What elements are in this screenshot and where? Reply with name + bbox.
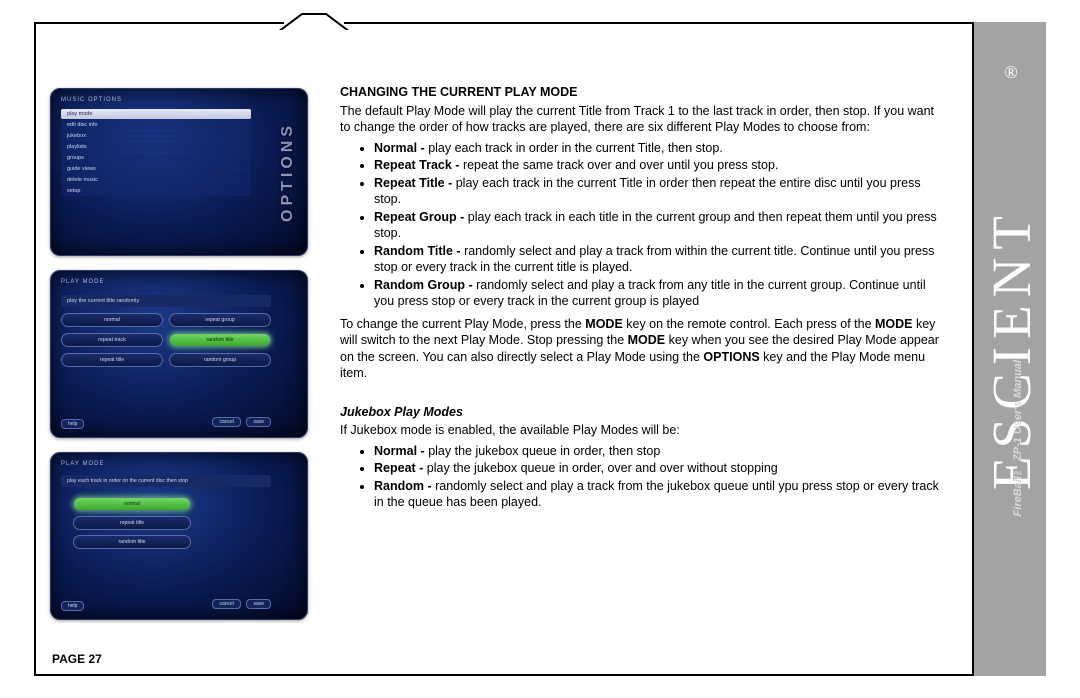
opt-btn: repeat title (61, 353, 163, 367)
menu-item: guide views (61, 164, 251, 174)
menu-item: jukebox (61, 131, 251, 141)
help-btn: help (61, 419, 84, 429)
tv-music-options: OPTIONS MUSIC OPTIONS play mode edit dis… (50, 88, 308, 256)
tv-desc: play each track in order on the current … (61, 475, 271, 487)
opt-btn: normal (61, 313, 163, 327)
list-item: Random - randomly select and play a trac… (374, 478, 940, 511)
opt-btn: repeat title (73, 516, 191, 530)
opt-btn-selected: random title (169, 333, 271, 347)
subsection-heading: Jukebox Play Modes (340, 404, 940, 421)
menu-item: playlists (61, 142, 251, 152)
section-heading: CHANGING THE CURRENT PLAY MODE (340, 84, 940, 101)
menu-item: edit disc info (61, 120, 251, 130)
tv-header: PLAY MODE (61, 461, 104, 467)
list-item: Normal - play each track in order in the… (374, 140, 940, 157)
menu-item: delete music (61, 175, 251, 185)
tv-menu: play mode edit disc info jukebox playlis… (61, 109, 251, 197)
tv-play-mode-grid: PLAY MODE play the current title randoml… (50, 270, 308, 438)
list-item: Repeat Track - repeat the same track ove… (374, 157, 940, 174)
section-intro: The default Play Mode will play the curr… (340, 103, 940, 136)
tv-opt-col: normal repeat title random title (73, 497, 191, 549)
menu-item: setup (61, 186, 251, 196)
tv-desc: play the current title randomly (61, 295, 271, 307)
save-btn: save (246, 417, 271, 427)
section-tail: To change the current Play Mode, press t… (340, 316, 940, 382)
cancel-btn: cancel (212, 417, 240, 427)
brand-name: ESCIENT (980, 208, 1043, 490)
jukebox-mode-list: Normal - play the jukebox queue in order… (374, 443, 940, 511)
list-item: Random Group - randomly select and play … (374, 277, 940, 310)
page-number: PAGE 27 (52, 652, 102, 666)
brand-sidebar: ® ESCIENT (972, 22, 1046, 676)
brand-subtitle: FireBall™ ZP-1 User's Manual (1012, 360, 1024, 516)
brand-name-wrap: ESCIENT (974, 22, 1048, 676)
subsection-intro: If Jukebox mode is enabled, the availabl… (340, 422, 940, 439)
menu-item: play mode (61, 109, 251, 119)
help-btn: help (61, 601, 84, 611)
list-item: Repeat Title - play each track in the cu… (374, 175, 940, 208)
screenshot-column: OPTIONS MUSIC OPTIONS play mode edit dis… (50, 40, 330, 660)
opt-btn-selected: normal (73, 497, 191, 511)
opt-btn: random group (169, 353, 271, 367)
save-btn: save (246, 599, 271, 609)
opt-btn: random title (73, 535, 191, 549)
cancel-btn: cancel (212, 599, 240, 609)
text-column: CHANGING THE CURRENT PLAY MODE The defau… (330, 40, 1030, 660)
tv-header: MUSIC OPTIONS (61, 97, 122, 103)
list-item: Repeat Group - play each track in each t… (374, 209, 940, 242)
opt-btn: repeat group (169, 313, 271, 327)
tv-sub: play the current title randomly normal r… (61, 293, 271, 367)
menu-item: groups (61, 153, 251, 163)
tv-side-label: OPTIONS (275, 99, 301, 245)
list-item: Repeat - play the jukebox queue in order… (374, 460, 940, 477)
opt-btn: repeat track (61, 333, 163, 347)
page-notch (278, 12, 350, 34)
list-item: Random Title - randomly select and play … (374, 243, 940, 276)
play-mode-list: Normal - play each track in order in the… (374, 140, 940, 310)
tv-bottom-bar: help cancel save (61, 601, 271, 611)
list-item: Normal - play the jukebox queue in order… (374, 443, 940, 460)
tv-bottom-bar: help cancel save (61, 419, 271, 429)
tv-header: PLAY MODE (61, 279, 104, 285)
tv-play-mode-list: PLAY MODE play each track in order on th… (50, 452, 308, 620)
